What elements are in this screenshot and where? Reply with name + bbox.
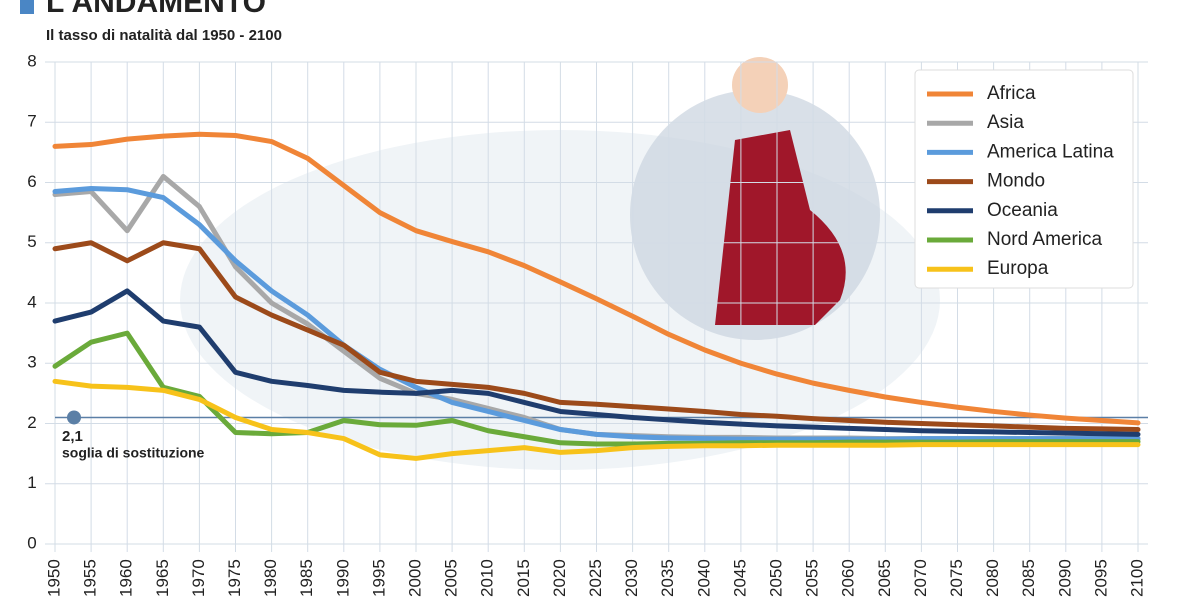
illustration-head — [732, 57, 788, 113]
x-tick-label: 2010 — [478, 559, 497, 597]
x-tick-label: 2000 — [405, 559, 424, 597]
reference-text: soglia di sostituzione — [62, 445, 205, 461]
y-tick-label: 1 — [27, 473, 36, 492]
x-tick-label: 1970 — [189, 559, 208, 597]
chart-subtitle: Il tasso di natalità dal 1950 - 2100 — [46, 27, 282, 44]
series-line — [52, 240, 1141, 433]
x-tick-label: 2080 — [983, 559, 1002, 597]
x-tick-label: 2090 — [1055, 559, 1074, 597]
series-line — [52, 288, 1141, 437]
series-line — [52, 186, 1141, 442]
legend-label: America Latina — [987, 141, 1114, 162]
x-tick-label: 2100 — [1127, 559, 1146, 597]
x-tick-label: 1980 — [261, 559, 280, 597]
legend-label: Europa — [987, 258, 1049, 279]
x-tick-label: 1975 — [225, 559, 244, 597]
x-tick-label: 2030 — [622, 559, 641, 597]
x-tick-label: 2005 — [442, 559, 461, 597]
x-tick-label: 2095 — [1091, 559, 1110, 597]
x-tick-label: 2055 — [803, 559, 822, 597]
x-tick-label: 2015 — [514, 559, 533, 597]
reference-dot — [67, 410, 81, 425]
legend-label: Nord America — [987, 229, 1103, 250]
legend-label: Africa — [987, 83, 1036, 104]
x-tick-label: 2020 — [550, 559, 569, 597]
y-tick-label: 2 — [27, 413, 36, 432]
series-line — [52, 378, 1141, 461]
reference-label: 2,1 — [62, 428, 83, 445]
chart-title: L'ANDAMENTO — [46, 0, 266, 19]
x-tick-label: 1995 — [369, 559, 388, 597]
x-tick-label: 2085 — [1019, 559, 1038, 597]
legend-label: Oceania — [987, 200, 1058, 221]
x-tick-label: 2040 — [694, 559, 713, 597]
x-tick-label: 2070 — [911, 559, 930, 597]
y-tick-label: 4 — [27, 292, 36, 311]
x-tick-label: 2025 — [586, 559, 605, 597]
y-tick-label: 3 — [27, 353, 36, 372]
y-tick-label: 7 — [27, 112, 36, 131]
series-line — [52, 131, 1141, 426]
x-tick-label: 1985 — [297, 559, 316, 597]
x-tick-label: 1960 — [117, 559, 136, 597]
y-tick-label: 5 — [27, 232, 36, 251]
x-tick-label: 2035 — [658, 559, 677, 597]
x-tick-label: 2060 — [839, 559, 858, 597]
title-marker — [20, 0, 34, 14]
legend-label: Asia — [987, 112, 1024, 133]
x-tick-label: 1955 — [81, 559, 100, 597]
x-tick-label: 1990 — [333, 559, 352, 597]
x-tick-label: 1950 — [44, 559, 63, 597]
x-tick-label: 2045 — [730, 559, 749, 597]
legend-label: Mondo — [987, 171, 1045, 192]
y-tick-label: 8 — [27, 51, 36, 70]
y-tick-label: 0 — [27, 533, 36, 552]
x-tick-label: 2075 — [947, 559, 966, 597]
x-tick-label: 2050 — [766, 559, 785, 597]
x-tick-label: 2065 — [875, 559, 894, 597]
y-tick-label: 6 — [27, 172, 36, 191]
x-tick-label: 1965 — [153, 559, 172, 597]
